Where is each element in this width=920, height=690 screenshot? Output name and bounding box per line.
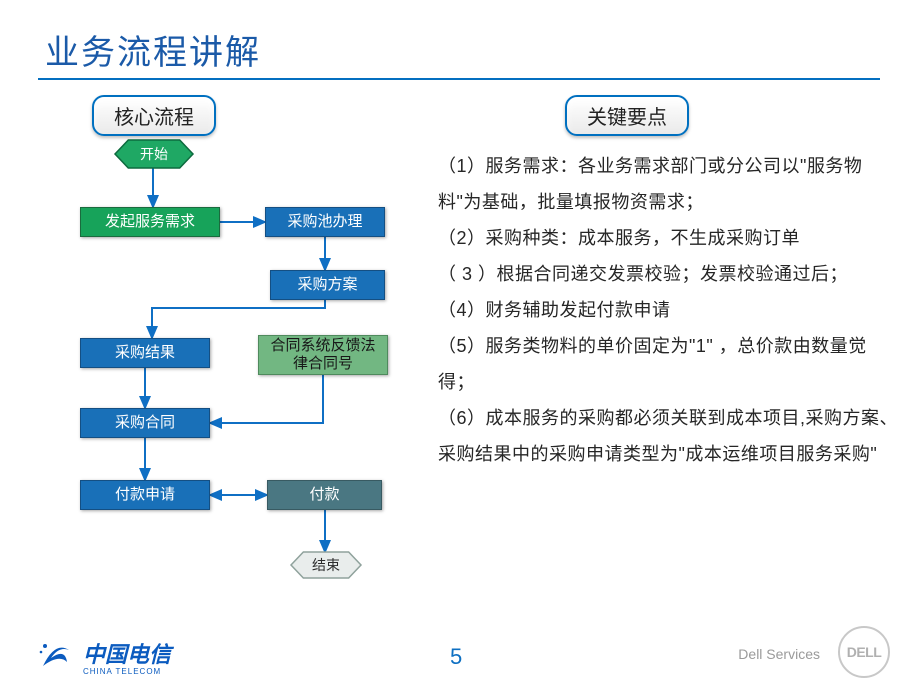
dell-services-label: Dell Services [738,646,820,662]
page-number: 5 [450,644,462,670]
svg-text:开始: 开始 [140,146,168,162]
flow-node-n2: 采购池办理 [265,207,385,237]
section-header-right: 关键要点 [565,95,689,136]
telecom-swirl-icon [35,636,75,676]
flow-node-n3: 采购方案 [270,270,385,300]
svg-text:结束: 结束 [312,557,340,573]
flow-node-n8: 付款 [267,480,382,510]
flow-node-n5: 合同系统反馈法 律合同号 [258,335,388,375]
flow-node-n1: 发起服务需求 [80,207,220,237]
flow-node-n6: 采购合同 [80,408,210,438]
flow-node-n7: 付款申请 [80,480,210,510]
key-points-text: （1）服务需求：各业务需求部门或分公司以"服务物料"为基础，批量填报物资需求； … [438,148,898,472]
telecom-name-en: CHINA TELECOM [83,667,171,676]
title-underline [38,78,880,80]
flowchart: 开始结束 发起服务需求 采购池办理采购方案采购结果 合同系统反馈法 律合同号采购合同… [55,95,415,615]
telecom-name-cn: 中国电信 [83,637,171,669]
dell-badge-icon: DELL [838,626,890,678]
footer-telecom-logo: 中国电信 CHINA TELECOM [35,636,171,676]
slide-title: 业务流程讲解 [45,25,261,74]
flow-node-n4: 采购结果 [80,338,210,368]
